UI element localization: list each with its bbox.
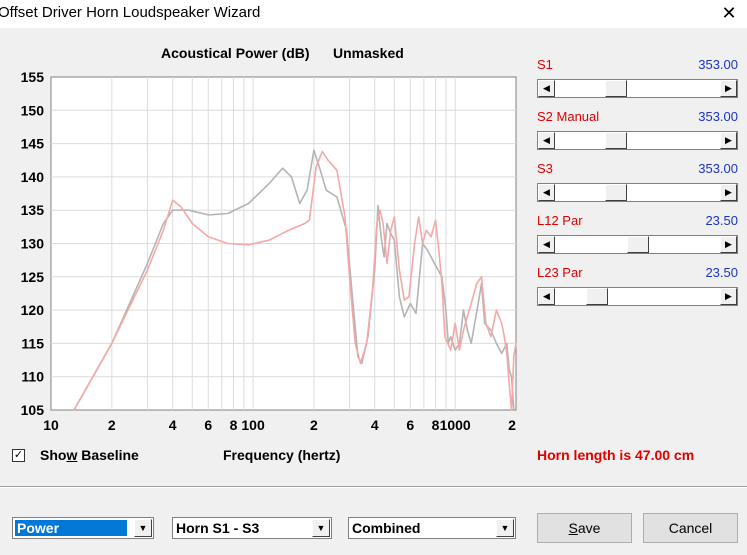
chart-title-quantity: Acoustical Power (dB) <box>161 45 310 61</box>
param-slider[interactable]: ◀ ▶ <box>537 79 738 98</box>
scroll-left-icon[interactable]: ◀ <box>538 288 555 305</box>
y-tick-label: 125 <box>21 269 45 285</box>
x-tick-label: 2 <box>108 417 116 433</box>
x-tick-label: 1000 <box>440 417 471 433</box>
y-tick-label: 105 <box>21 402 45 418</box>
chart: 155 150 145 140 135 130 125 120 115 110 105 10 2 4 6 8… <box>21 69 517 433</box>
param-label: S1 <box>537 57 553 72</box>
x-tick-label: 100 <box>241 417 265 433</box>
scroll-left-icon[interactable]: ◀ <box>538 236 555 253</box>
slider-thumb[interactable] <box>627 236 649 253</box>
x-tick-label: 2 <box>508 417 516 433</box>
param-value: 353.00 <box>698 161 738 176</box>
scroll-right-icon[interactable]: ▶ <box>720 132 737 149</box>
y-tick-label: 110 <box>21 369 44 385</box>
horn-length-text: Horn length is 47.00 cm <box>537 447 695 463</box>
x-tick-label: 6 <box>406 417 414 433</box>
slider-thumb[interactable] <box>605 132 627 149</box>
param-slider[interactable]: ◀ ▶ <box>537 131 738 150</box>
param-value: 23.50 <box>705 265 738 280</box>
param-slider[interactable]: ◀ ▶ <box>537 235 738 254</box>
param-value: 353.00 <box>698 57 738 72</box>
param-label: L12 Par <box>537 213 583 228</box>
chevron-down-icon[interactable]: ▼ <box>134 519 152 537</box>
scroll-left-icon[interactable]: ◀ <box>538 184 555 201</box>
slider-thumb[interactable] <box>605 184 627 201</box>
x-tick-label: 4 <box>169 417 177 433</box>
param-label: S3 <box>537 161 553 176</box>
title-bar <box>0 0 747 28</box>
y-tick-label: 155 <box>21 69 45 85</box>
y-tick-label: 120 <box>21 302 45 318</box>
x-axis-label: Frequency (hertz) <box>223 447 341 463</box>
x-tick-label: 4 <box>371 417 379 433</box>
chart-title-mode: Unmasked <box>333 45 404 61</box>
param-slider[interactable]: ◀ ▶ <box>537 183 738 202</box>
scroll-left-icon[interactable]: ◀ <box>538 132 555 149</box>
plot-type-select[interactable]: Power ▼ <box>12 517 154 539</box>
show-baseline-checkbox[interactable]: ✓ <box>12 449 25 462</box>
plot-type-value: Power <box>14 519 128 537</box>
scroll-right-icon[interactable]: ▶ <box>720 288 737 305</box>
x-tick-label: 8 <box>230 417 238 433</box>
param-row: L23 Par 23.50 ◀ ▶ <box>537 265 738 309</box>
slider-thumb[interactable] <box>586 288 608 305</box>
chevron-down-icon[interactable]: ▼ <box>312 519 330 537</box>
x-tick-label: 8 <box>432 417 440 433</box>
mode-value: Combined <box>352 520 421 536</box>
chevron-down-icon[interactable]: ▼ <box>496 519 514 537</box>
horn-segment-value: Horn S1 - S3 <box>176 520 260 536</box>
y-tick-label: 135 <box>21 202 45 218</box>
close-icon[interactable]: ✕ <box>721 3 737 23</box>
horn-segment-select[interactable]: Horn S1 - S3 ▼ <box>172 517 332 539</box>
cancel-button[interactable]: Cancel <box>643 513 738 543</box>
response-series-line <box>73 150 517 411</box>
mode-select[interactable]: Combined ▼ <box>348 517 516 539</box>
scroll-right-icon[interactable]: ▶ <box>720 184 737 201</box>
save-button[interactable]: Save <box>537 513 632 543</box>
scroll-left-icon[interactable]: ◀ <box>538 80 555 97</box>
param-row: L12 Par 23.50 ◀ ▶ <box>537 213 738 257</box>
slider-thumb[interactable] <box>605 80 627 97</box>
param-label: L23 Par <box>537 265 583 280</box>
baseline-series-line <box>73 149 515 411</box>
x-tick-label: 2 <box>310 417 318 433</box>
scroll-right-icon[interactable]: ▶ <box>720 80 737 97</box>
y-tick-label: 150 <box>21 102 45 118</box>
param-value: 353.00 <box>698 109 738 124</box>
y-tick-label: 130 <box>21 236 45 252</box>
x-tick-label: 6 <box>204 417 212 433</box>
param-label: S2 Manual <box>537 109 600 124</box>
separator <box>0 486 747 487</box>
scroll-right-icon[interactable]: ▶ <box>720 236 737 253</box>
param-row: S3 353.00 ◀ ▶ <box>537 161 738 205</box>
window-title: Offset Driver Horn Loudspeaker Wizard <box>0 4 261 21</box>
y-tick-label: 140 <box>21 169 45 185</box>
y-tick-label: 145 <box>21 136 45 152</box>
y-tick-label: 115 <box>21 335 44 351</box>
x-tick-label: 10 <box>43 417 59 433</box>
param-row: S2 Manual 353.00 ◀ ▶ <box>537 109 738 153</box>
show-baseline-label[interactable]: Show Baseline <box>40 447 139 463</box>
param-slider[interactable]: ◀ ▶ <box>537 287 738 306</box>
param-row: S1 353.00 ◀ ▶ <box>537 57 738 101</box>
param-value: 23.50 <box>705 213 738 228</box>
